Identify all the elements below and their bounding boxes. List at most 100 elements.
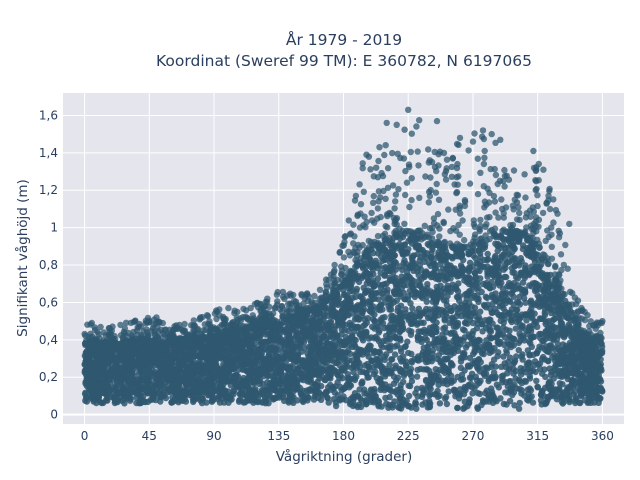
data-point [323, 373, 331, 381]
data-point [266, 364, 274, 371]
data-point [507, 281, 514, 289]
data-point [433, 339, 441, 346]
data-point [572, 334, 579, 341]
data-points [81, 106, 606, 412]
data-point [337, 316, 344, 324]
data-point [480, 350, 487, 358]
data-point [375, 398, 383, 405]
data-point [386, 330, 393, 337]
data-point [437, 255, 444, 262]
data-point [521, 286, 529, 293]
data-point [497, 395, 504, 402]
data-point [407, 365, 415, 373]
data-point [570, 370, 577, 378]
data-point [475, 298, 482, 306]
data-point [415, 328, 422, 335]
data-point [449, 314, 456, 321]
data-point [546, 342, 553, 349]
data-point [563, 367, 570, 374]
data-point [511, 402, 518, 409]
data-point [494, 257, 502, 264]
data-point [257, 371, 264, 378]
data-point [405, 293, 412, 300]
data-point [529, 315, 536, 322]
data-point [491, 375, 499, 382]
data-point [218, 387, 225, 395]
data-point [211, 373, 218, 380]
data-point [469, 390, 476, 397]
data-point [397, 355, 404, 362]
data-point [587, 384, 594, 391]
data-point [327, 340, 334, 347]
data-point [344, 347, 352, 354]
data-point [454, 309, 462, 317]
data-point [426, 324, 434, 332]
data-point [441, 317, 448, 324]
data-point [484, 250, 491, 258]
data-point [251, 359, 259, 367]
data-point [530, 351, 537, 358]
data-point [427, 400, 434, 407]
data-point [365, 363, 372, 370]
data-point [517, 333, 524, 340]
data-point [523, 360, 531, 368]
data-point [304, 350, 311, 357]
data-point [481, 372, 488, 380]
data-point [272, 386, 279, 394]
data-point [322, 389, 330, 397]
data-point [546, 393, 553, 400]
data-point [332, 359, 339, 367]
data-point [182, 391, 189, 398]
data-point [503, 347, 510, 354]
data-point [558, 373, 565, 380]
data-point [548, 309, 555, 317]
data-point [497, 317, 504, 324]
data-point [372, 368, 379, 376]
data-point [175, 353, 183, 361]
data-point [300, 321, 307, 328]
data-point [82, 397, 89, 404]
data-point [410, 252, 417, 259]
data-point [483, 279, 490, 287]
data-point [405, 382, 412, 389]
data-point [510, 370, 517, 377]
data-point [121, 400, 128, 407]
data-point [521, 264, 529, 272]
data-point [463, 303, 470, 310]
data-point [118, 364, 125, 372]
data-point [195, 361, 202, 368]
data-point [495, 384, 502, 391]
data-point [381, 265, 388, 272]
data-point [399, 389, 406, 396]
data-point [340, 357, 347, 364]
data-point [440, 335, 447, 343]
data-point [117, 379, 124, 386]
data-point [494, 324, 501, 331]
data-point [359, 299, 366, 306]
data-point [488, 394, 495, 401]
data-point [142, 343, 150, 350]
data-point [529, 280, 536, 287]
data-point [427, 254, 434, 261]
data-point [486, 284, 493, 292]
data-point [593, 358, 600, 365]
data-point [441, 355, 448, 362]
data-point [347, 399, 354, 406]
data-point [460, 256, 467, 264]
data-point [384, 286, 391, 293]
data-point [331, 329, 338, 336]
data-point [591, 394, 599, 401]
data-point [357, 293, 364, 300]
data-point [397, 345, 404, 352]
data-point [279, 355, 286, 362]
data-point [187, 353, 194, 360]
data-point [301, 335, 308, 342]
data-point [519, 242, 527, 249]
data-point [484, 273, 491, 280]
data-point [567, 342, 574, 349]
data-point [352, 402, 359, 409]
data-point [322, 320, 330, 327]
chart-title-line-2: Koordinat (Sweref 99 TM): E 360782, N 61… [156, 52, 532, 70]
data-point [400, 372, 408, 379]
data-point [518, 368, 525, 375]
